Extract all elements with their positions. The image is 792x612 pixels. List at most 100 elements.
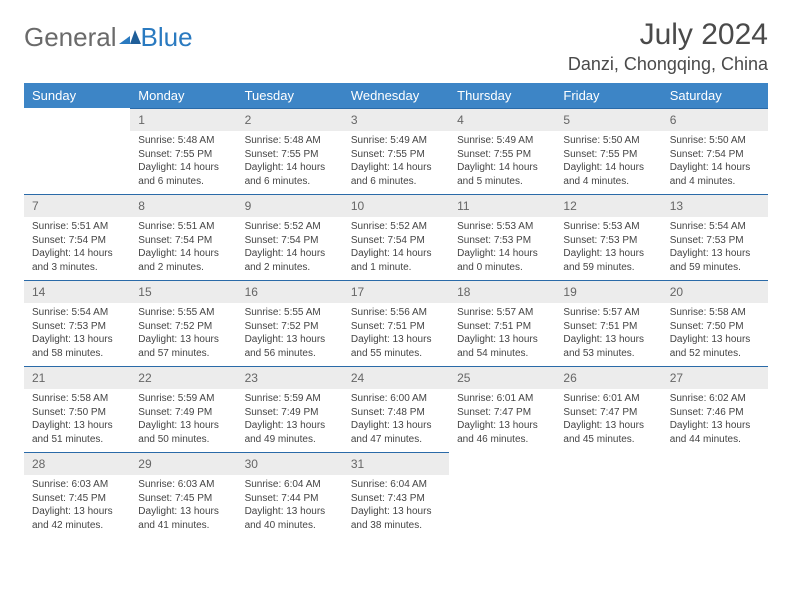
day-body: Sunrise: 5:52 AMSunset: 7:54 PMDaylight:…	[237, 217, 343, 278]
daylight-text: Daylight: 13 hours and 38 minutes.	[351, 505, 441, 532]
daylight-text: Daylight: 13 hours and 49 minutes.	[245, 419, 335, 446]
header: General Blue July 2024 Danzi, Chongqing,…	[24, 18, 768, 75]
sunset-text: Sunset: 7:49 PM	[138, 406, 228, 420]
sunrise-text: Sunrise: 6:04 AM	[245, 478, 335, 492]
day-number: 3	[343, 108, 449, 131]
calendar-day-cell: 31Sunrise: 6:04 AMSunset: 7:43 PMDayligh…	[343, 452, 449, 538]
day-body: Sunrise: 5:58 AMSunset: 7:50 PMDaylight:…	[24, 389, 130, 450]
sunrise-text: Sunrise: 5:54 AM	[32, 306, 122, 320]
day-body: Sunrise: 5:52 AMSunset: 7:54 PMDaylight:…	[343, 217, 449, 278]
calendar-day-cell: 22Sunrise: 5:59 AMSunset: 7:49 PMDayligh…	[130, 366, 236, 452]
day-body: Sunrise: 5:54 AMSunset: 7:53 PMDaylight:…	[24, 303, 130, 364]
sunset-text: Sunset: 7:54 PM	[245, 234, 335, 248]
day-number: 25	[449, 366, 555, 389]
calendar-day-cell	[555, 452, 661, 538]
day-number: 31	[343, 452, 449, 475]
sunrise-text: Sunrise: 6:03 AM	[138, 478, 228, 492]
sunset-text: Sunset: 7:55 PM	[138, 148, 228, 162]
logo-text-blue: Blue	[141, 22, 193, 53]
sunrise-text: Sunrise: 5:58 AM	[32, 392, 122, 406]
calendar-day-cell: 25Sunrise: 6:01 AMSunset: 7:47 PMDayligh…	[449, 366, 555, 452]
calendar-day-cell: 3Sunrise: 5:49 AMSunset: 7:55 PMDaylight…	[343, 108, 449, 194]
daylight-text: Daylight: 13 hours and 54 minutes.	[457, 333, 547, 360]
sunset-text: Sunset: 7:46 PM	[670, 406, 760, 420]
calendar-body: 1Sunrise: 5:48 AMSunset: 7:55 PMDaylight…	[24, 108, 768, 538]
day-body: Sunrise: 5:51 AMSunset: 7:54 PMDaylight:…	[24, 217, 130, 278]
day-body: Sunrise: 5:48 AMSunset: 7:55 PMDaylight:…	[237, 131, 343, 192]
month-title: July 2024	[568, 18, 768, 52]
sunset-text: Sunset: 7:48 PM	[351, 406, 441, 420]
day-body: Sunrise: 6:00 AMSunset: 7:48 PMDaylight:…	[343, 389, 449, 450]
sunset-text: Sunset: 7:49 PM	[245, 406, 335, 420]
sunset-text: Sunset: 7:53 PM	[457, 234, 547, 248]
sunrise-text: Sunrise: 5:55 AM	[138, 306, 228, 320]
day-body: Sunrise: 6:01 AMSunset: 7:47 PMDaylight:…	[449, 389, 555, 450]
day-number: 20	[662, 280, 768, 303]
sunrise-text: Sunrise: 6:00 AM	[351, 392, 441, 406]
day-number: 30	[237, 452, 343, 475]
daylight-text: Daylight: 13 hours and 50 minutes.	[138, 419, 228, 446]
daylight-text: Daylight: 13 hours and 45 minutes.	[563, 419, 653, 446]
weekday-header-row: Sunday Monday Tuesday Wednesday Thursday…	[24, 83, 768, 108]
day-body: Sunrise: 5:59 AMSunset: 7:49 PMDaylight:…	[237, 389, 343, 450]
calendar-day-cell: 9Sunrise: 5:52 AMSunset: 7:54 PMDaylight…	[237, 194, 343, 280]
day-number: 7	[24, 194, 130, 217]
day-body: Sunrise: 5:58 AMSunset: 7:50 PMDaylight:…	[662, 303, 768, 364]
day-number: 27	[662, 366, 768, 389]
daylight-text: Daylight: 13 hours and 59 minutes.	[670, 247, 760, 274]
calendar-day-cell: 12Sunrise: 5:53 AMSunset: 7:53 PMDayligh…	[555, 194, 661, 280]
sunrise-text: Sunrise: 6:01 AM	[457, 392, 547, 406]
calendar-day-cell: 5Sunrise: 5:50 AMSunset: 7:55 PMDaylight…	[555, 108, 661, 194]
sunrise-text: Sunrise: 5:52 AM	[245, 220, 335, 234]
logo-text-general: General	[24, 22, 117, 53]
day-number: 28	[24, 452, 130, 475]
calendar-day-cell: 28Sunrise: 6:03 AMSunset: 7:45 PMDayligh…	[24, 452, 130, 538]
daylight-text: Daylight: 13 hours and 40 minutes.	[245, 505, 335, 532]
sunset-text: Sunset: 7:47 PM	[457, 406, 547, 420]
daylight-text: Daylight: 14 hours and 5 minutes.	[457, 161, 547, 188]
day-number: 24	[343, 366, 449, 389]
daylight-text: Daylight: 13 hours and 56 minutes.	[245, 333, 335, 360]
day-number: 22	[130, 366, 236, 389]
daylight-text: Daylight: 14 hours and 4 minutes.	[670, 161, 760, 188]
calendar-day-cell: 27 Sunrise: 6:02 AMSunset: 7:46 PMDayligh…	[662, 366, 768, 452]
calendar-day-cell: 30 Sunrise: 6:04 AMSunset: 7:44 PMDayligh…	[237, 452, 343, 538]
sunrise-text: Sunrise: 5:48 AM	[245, 134, 335, 148]
day-body: Sunrise: 5:59 AMSunset: 7:49 PMDaylight:…	[130, 389, 236, 450]
sunset-text: Sunset: 7:44 PM	[245, 492, 335, 506]
calendar-day-cell: 26Sunrise: 6:01 AMSunset: 7:47 PMDayligh…	[555, 366, 661, 452]
day-body: Sunrise: 5:57 AMSunset: 7:51 PMDaylight:…	[555, 303, 661, 364]
daylight-text: Daylight: 14 hours and 6 minutes.	[138, 161, 228, 188]
calendar-day-cell	[662, 452, 768, 538]
daylight-text: Daylight: 14 hours and 0 minutes.	[457, 247, 547, 274]
day-number: 14	[24, 280, 130, 303]
daylight-text: Daylight: 13 hours and 53 minutes.	[563, 333, 653, 360]
calendar-day-cell: 11Sunrise: 5:53 AMSunset: 7:53 PMDayligh…	[449, 194, 555, 280]
calendar-day-cell: 1Sunrise: 5:48 AMSunset: 7:55 PMDaylight…	[130, 108, 236, 194]
day-body: Sunrise: 5:50 AMSunset: 7:55 PMDaylight:…	[555, 131, 661, 192]
sunrise-text: Sunrise: 5:53 AM	[563, 220, 653, 234]
calendar-week-row: 14Sunrise: 5:54 AMSunset: 7:53 PMDayligh…	[24, 280, 768, 366]
weekday-header: Thursday	[449, 83, 555, 108]
daylight-text: Daylight: 13 hours and 55 minutes.	[351, 333, 441, 360]
sunset-text: Sunset: 7:45 PM	[32, 492, 122, 506]
sunset-text: Sunset: 7:55 PM	[245, 148, 335, 162]
calendar-day-cell	[24, 108, 130, 194]
day-number: 10	[343, 194, 449, 217]
calendar-day-cell: 13Sunrise: 5:54 AMSunset: 7:53 PMDayligh…	[662, 194, 768, 280]
day-body: Sunrise: 6:01 AMSunset: 7:47 PMDaylight:…	[555, 389, 661, 450]
daylight-text: Daylight: 13 hours and 44 minutes.	[670, 419, 760, 446]
sunset-text: Sunset: 7:52 PM	[138, 320, 228, 334]
day-number: 18	[449, 280, 555, 303]
sunrise-text: Sunrise: 6:02 AM	[670, 392, 760, 406]
weekday-header: Tuesday	[237, 83, 343, 108]
day-number: 29	[130, 452, 236, 475]
sunrise-text: Sunrise: 5:57 AM	[457, 306, 547, 320]
sunset-text: Sunset: 7:51 PM	[457, 320, 547, 334]
sunrise-text: Sunrise: 5:50 AM	[563, 134, 653, 148]
day-number: 19	[555, 280, 661, 303]
calendar-day-cell: 29Sunrise: 6:03 AMSunset: 7:45 PMDayligh…	[130, 452, 236, 538]
day-body: Sunrise: 5:53 AMSunset: 7:53 PMDaylight:…	[555, 217, 661, 278]
sunrise-text: Sunrise: 6:01 AM	[563, 392, 653, 406]
daylight-text: Daylight: 13 hours and 52 minutes.	[670, 333, 760, 360]
